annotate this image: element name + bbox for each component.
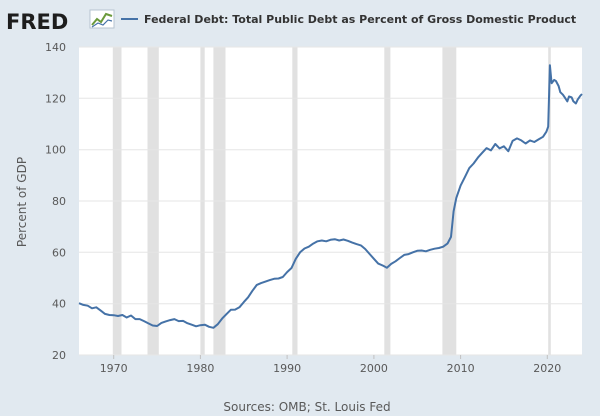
- y-tick-label: 60: [52, 246, 66, 259]
- y-tick-label: 40: [52, 298, 66, 311]
- series-layer: [78, 64, 583, 329]
- x-tick-label: 1980: [186, 362, 214, 375]
- x-tick-label: 2000: [360, 362, 388, 375]
- y-tick-label: 80: [52, 195, 66, 208]
- series-line[interactable]: [78, 64, 583, 329]
- x-tick-label: 2020: [533, 362, 561, 375]
- y-tick-label: 100: [45, 144, 66, 157]
- grid-lines: [79, 46, 582, 356]
- x-tick-label: 1990: [273, 362, 301, 375]
- y-axis-ticks: 20 40 60 80 100 120 140: [45, 41, 66, 362]
- y-tick-label: 120: [45, 92, 66, 105]
- x-axis-ticks: 1970 1980 1990 2000 2010 2020: [100, 355, 561, 375]
- x-tick-label: 1970: [100, 362, 128, 375]
- legend: Federal Debt: Total Public Debt as Perce…: [121, 13, 576, 26]
- x-tick-label: 2010: [447, 362, 475, 375]
- y-axis-title: Percent of GDP: [15, 157, 29, 247]
- source-note: Sources: OMB; St. Louis Fed: [223, 400, 390, 414]
- y-tick-label: 20: [52, 349, 66, 362]
- fred-logo-text: FRED: [6, 10, 68, 34]
- legend-label: Federal Debt: Total Public Debt as Perce…: [144, 13, 576, 26]
- trend-line-icon: [89, 9, 115, 29]
- fred-logo[interactable]: FRED: [6, 9, 115, 34]
- y-tick-label: 140: [45, 41, 66, 54]
